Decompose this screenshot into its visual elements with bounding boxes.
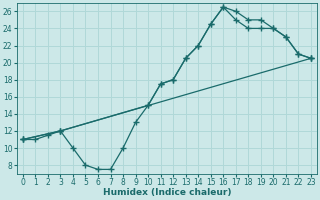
X-axis label: Humidex (Indice chaleur): Humidex (Indice chaleur) [103,188,231,197]
